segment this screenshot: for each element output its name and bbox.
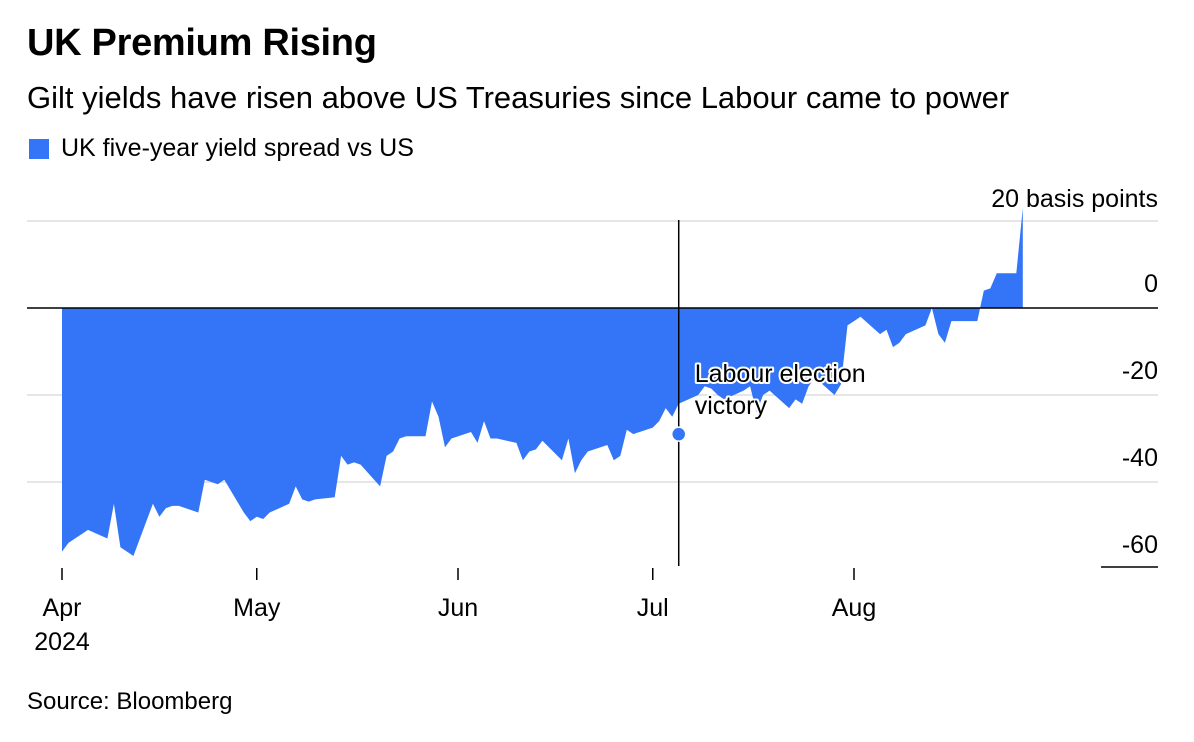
annotation-label: victory bbox=[695, 392, 768, 420]
x-tick-label: Jul bbox=[637, 594, 669, 622]
annotation-label: Labour election bbox=[695, 360, 866, 388]
source-note: Source: Bloomberg bbox=[27, 688, 233, 715]
legend-swatch bbox=[29, 138, 49, 159]
x-tick-label: Apr bbox=[43, 594, 82, 622]
legend-label: UK five-year yield spread vs US bbox=[61, 134, 414, 162]
y-tick-label: -20 bbox=[1122, 357, 1158, 385]
y-tick-label: -60 bbox=[1122, 531, 1158, 559]
chart-title: UK Premium Rising bbox=[27, 22, 377, 64]
y-tick-label: -40 bbox=[1122, 444, 1158, 472]
y-tick-label: 0 bbox=[1144, 270, 1158, 298]
legend: UK five-year yield spread vs US bbox=[29, 134, 414, 163]
chart-subtitle: Gilt yields have risen above US Treasuri… bbox=[27, 80, 1010, 115]
x-tick-label: Aug bbox=[832, 594, 876, 622]
x-tick-sublabel: 2024 bbox=[34, 628, 90, 656]
x-tick-label: May bbox=[233, 594, 281, 622]
series-area bbox=[62, 207, 1023, 556]
x-tick-label: Jun bbox=[438, 594, 478, 622]
annotation-marker bbox=[670, 426, 687, 442]
y-axis-label: 20 basis points bbox=[991, 185, 1158, 213]
